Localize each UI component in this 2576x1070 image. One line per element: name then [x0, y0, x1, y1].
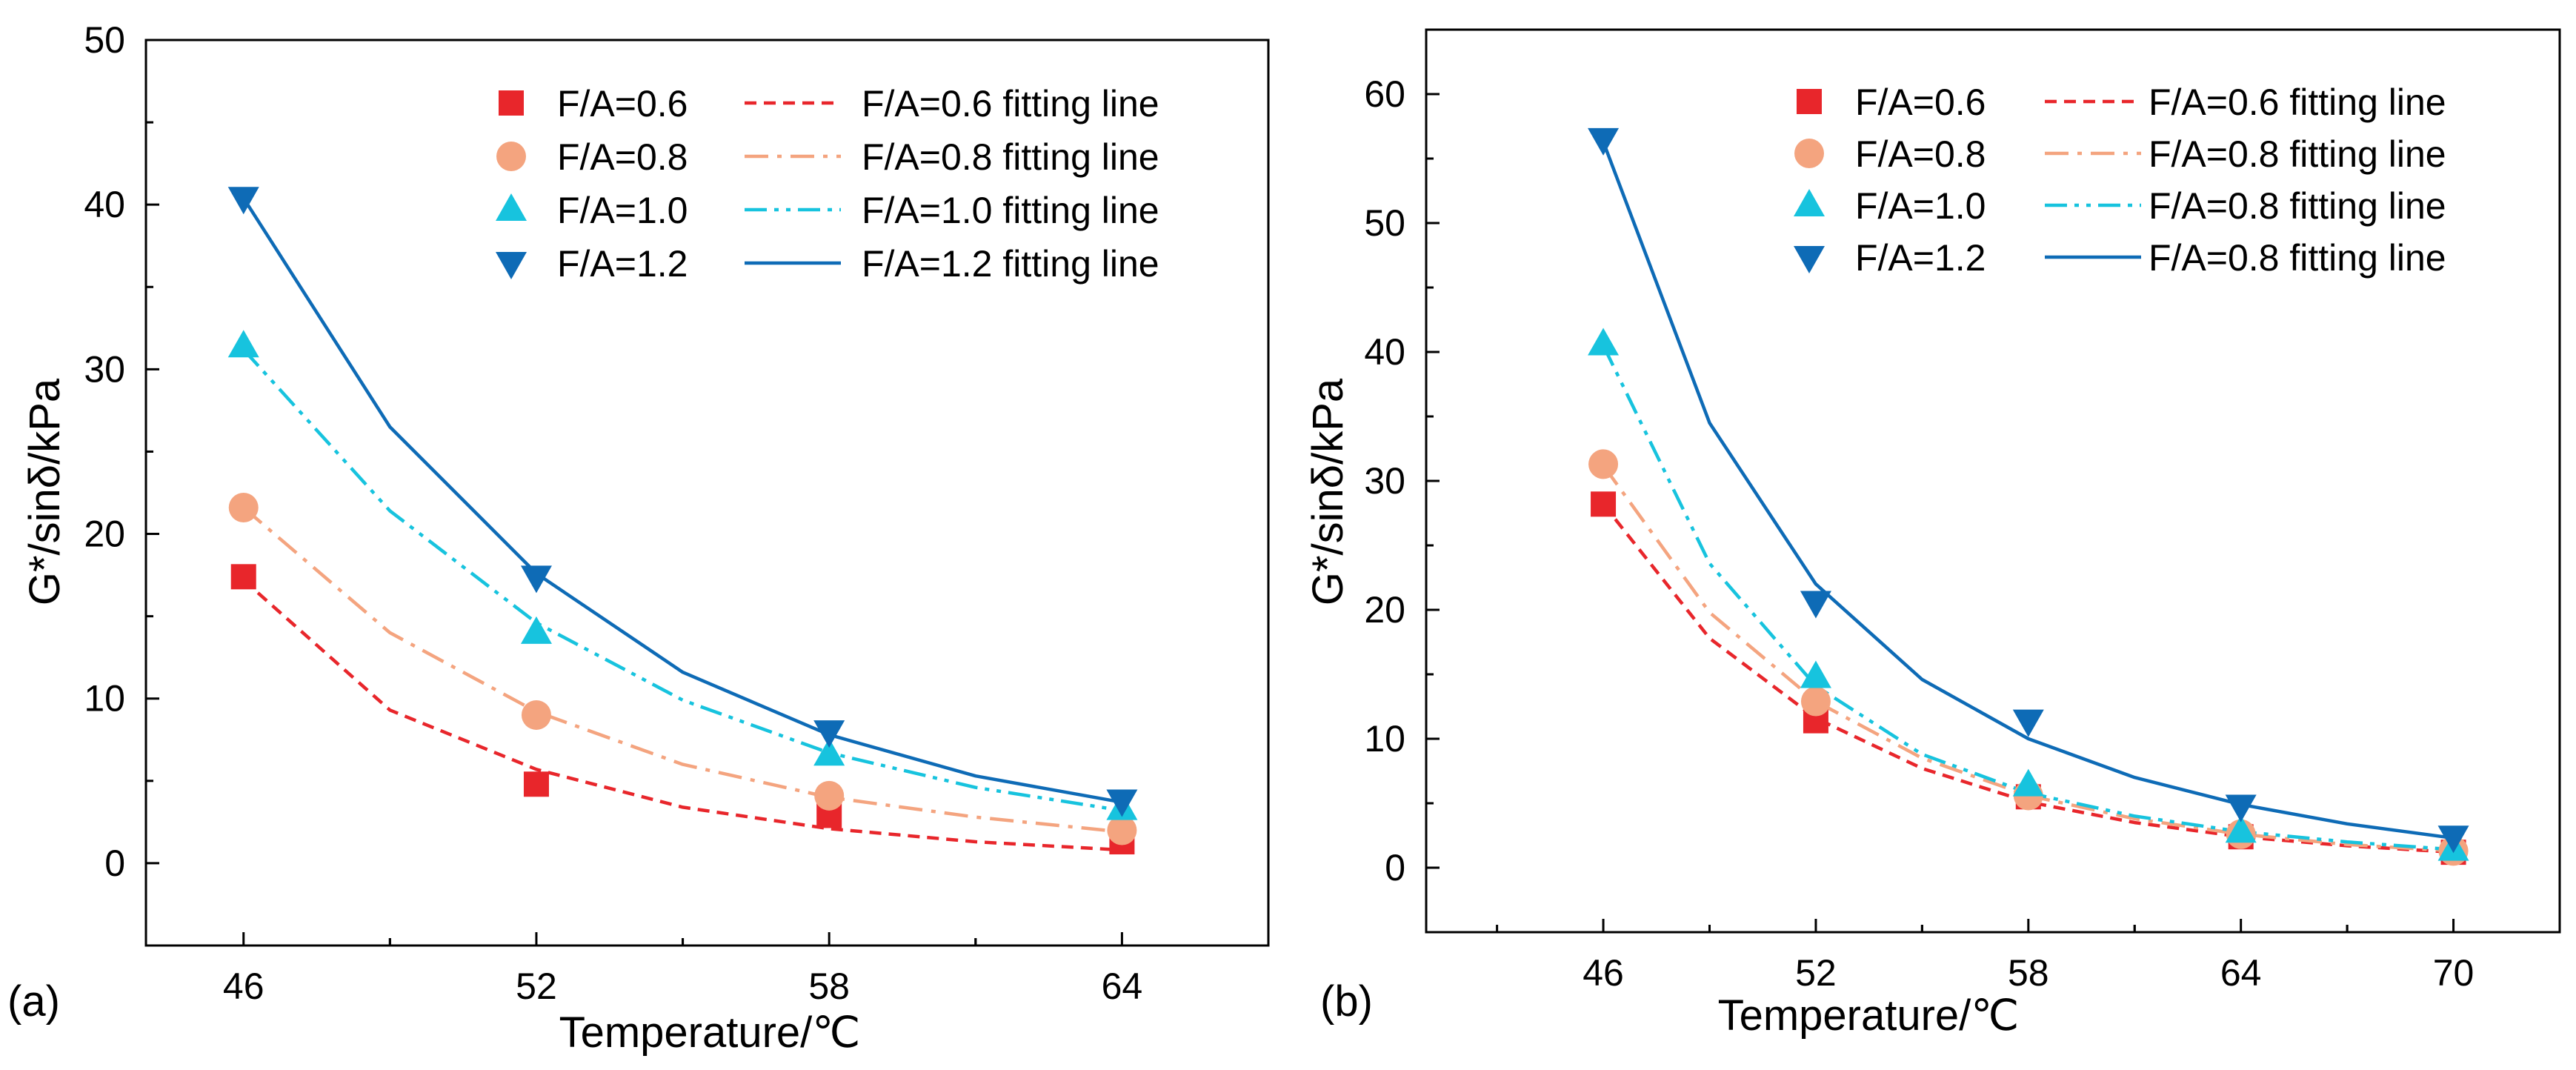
legend-label: F/A=0.6 [557, 83, 688, 124]
legend-fit-label: F/A=0.6 fitting line [862, 83, 1159, 124]
y-tick-label: 40 [84, 184, 125, 225]
legend-label: F/A=1.0 [557, 190, 688, 231]
y-axis-title-b: G*/sinδ/kPa [1304, 378, 1352, 605]
legend-marker [496, 193, 527, 221]
y-axis-title-a: G*/sinδ/kPa [21, 378, 69, 605]
data-point [520, 565, 552, 594]
data-point [814, 780, 845, 811]
y-tick-label: 10 [1364, 718, 1405, 760]
x-axis-title-a: Temperature/℃ [559, 1008, 861, 1057]
chart-panel-a: 46 52 58 64 0 10 20 30 40 50 F/A=0.6 F/A=0.6 fitti… [7, 19, 1270, 1057]
legend-fit-label: F/A=1.0 fitting line [862, 190, 1159, 231]
legend-b: F/A=0.6 F/A=0.6 fitting line F/A=0.8 F/A=0.… [1794, 82, 2446, 279]
y-tick-label: 0 [1385, 847, 1405, 888]
y-tick-label: 50 [1364, 202, 1405, 244]
legend-label: F/A=0.8 [1855, 133, 1986, 175]
plot-content-b [1588, 127, 2469, 866]
x-tick-label: 58 [2008, 952, 2049, 994]
legend-label: F/A=0.6 [1855, 82, 1986, 123]
data-point [1800, 660, 1831, 688]
data-point [1800, 686, 1831, 717]
legend-marker [1794, 246, 1825, 273]
plot-border [144, 39, 1270, 947]
data-point [2012, 768, 2044, 797]
data-point [2437, 825, 2469, 854]
y-tick-label: 10 [84, 678, 125, 720]
plot-frame-a [144, 39, 1270, 947]
legend-label: F/A=1.2 [1855, 237, 1986, 279]
panel-label-b: (b) [1320, 977, 1373, 1026]
y-tick-label: 40 [1364, 331, 1405, 373]
data-point [227, 187, 259, 215]
data-point [1107, 815, 1137, 845]
legend-label: F/A=1.0 [1855, 185, 1986, 227]
legend-a: F/A=0.6 F/A=0.6 fitting line F/A=0.8 F/A=0.… [496, 83, 1159, 285]
x-tick-label: 52 [1795, 952, 1837, 994]
data-point [2225, 815, 2257, 843]
legend-marker [499, 90, 524, 116]
y-tick-label: 30 [84, 348, 125, 390]
y-tick-label: 20 [1364, 589, 1405, 631]
axes-a: 46 52 58 64 0 10 20 30 40 50 [84, 19, 1142, 1007]
fitting-line [242, 197, 1122, 804]
legend-marker [1797, 89, 1822, 114]
data-point [813, 738, 845, 766]
fitting-line [242, 348, 1122, 813]
legend-marker [496, 142, 526, 171]
y-tick-label: 60 [1364, 73, 1405, 115]
data-point [1588, 328, 1620, 356]
legend-fit-label: F/A=0.8 fitting line [2149, 133, 2446, 175]
data-point [520, 616, 552, 644]
panel-label-a: (a) [7, 977, 60, 1026]
y-tick-label: 20 [84, 514, 125, 555]
fitting-line [1601, 141, 2454, 840]
data-point [230, 564, 256, 590]
fitting-line [242, 579, 1122, 852]
data-point [1800, 591, 1831, 619]
legend-marker [1794, 189, 1825, 216]
data-point [2225, 794, 2257, 823]
data-point [1588, 127, 1620, 156]
legend-marker [496, 252, 527, 279]
legend-fit-label: F/A=0.8 fitting line [862, 136, 1159, 178]
y-tick-label: 0 [104, 843, 125, 884]
data-point [1588, 449, 1619, 479]
data-point [1591, 491, 1617, 517]
data-point [523, 771, 549, 797]
fitting-line [1602, 502, 2454, 854]
data-point [2012, 709, 2044, 737]
data-point [228, 492, 259, 522]
plot-content-a [227, 187, 1138, 855]
x-tick-label: 46 [1582, 952, 1624, 994]
x-tick-label: 58 [808, 966, 850, 1007]
fitting-line [242, 506, 1122, 834]
legend-fit-label: F/A=0.8 fitting line [2149, 185, 2446, 227]
chart-panel-b: 46 52 58 64 70 0 10 20 30 40 50 60 F/A=0.6 F/A=0.6 f… [1304, 28, 2561, 1040]
x-axis-title-b: Temperature/℃ [1718, 991, 2020, 1040]
x-tick-label: 46 [223, 966, 264, 1007]
data-point [521, 700, 551, 730]
x-tick-label: 52 [516, 966, 557, 1007]
legend-fit-label: F/A=0.6 fitting line [2149, 82, 2446, 123]
data-point [813, 720, 845, 748]
legend-label: F/A=0.8 [557, 136, 688, 178]
data-point [227, 330, 259, 358]
data-point [1106, 789, 1138, 817]
y-tick-label: 50 [84, 19, 125, 61]
axes-b: 46 52 58 64 70 0 10 20 30 40 50 60 [1364, 73, 2474, 994]
legend-fit-label: F/A=0.8 fitting line [2149, 237, 2446, 279]
legend-fit-label: F/A=1.2 fitting line [862, 243, 1159, 285]
legend-label: F/A=1.2 [557, 243, 688, 285]
y-tick-label: 30 [1364, 460, 1405, 502]
x-tick-label: 64 [2220, 952, 2262, 994]
x-tick-label: 64 [1102, 966, 1143, 1007]
x-tick-label: 70 [2433, 952, 2475, 994]
legend-marker [1794, 139, 1824, 168]
